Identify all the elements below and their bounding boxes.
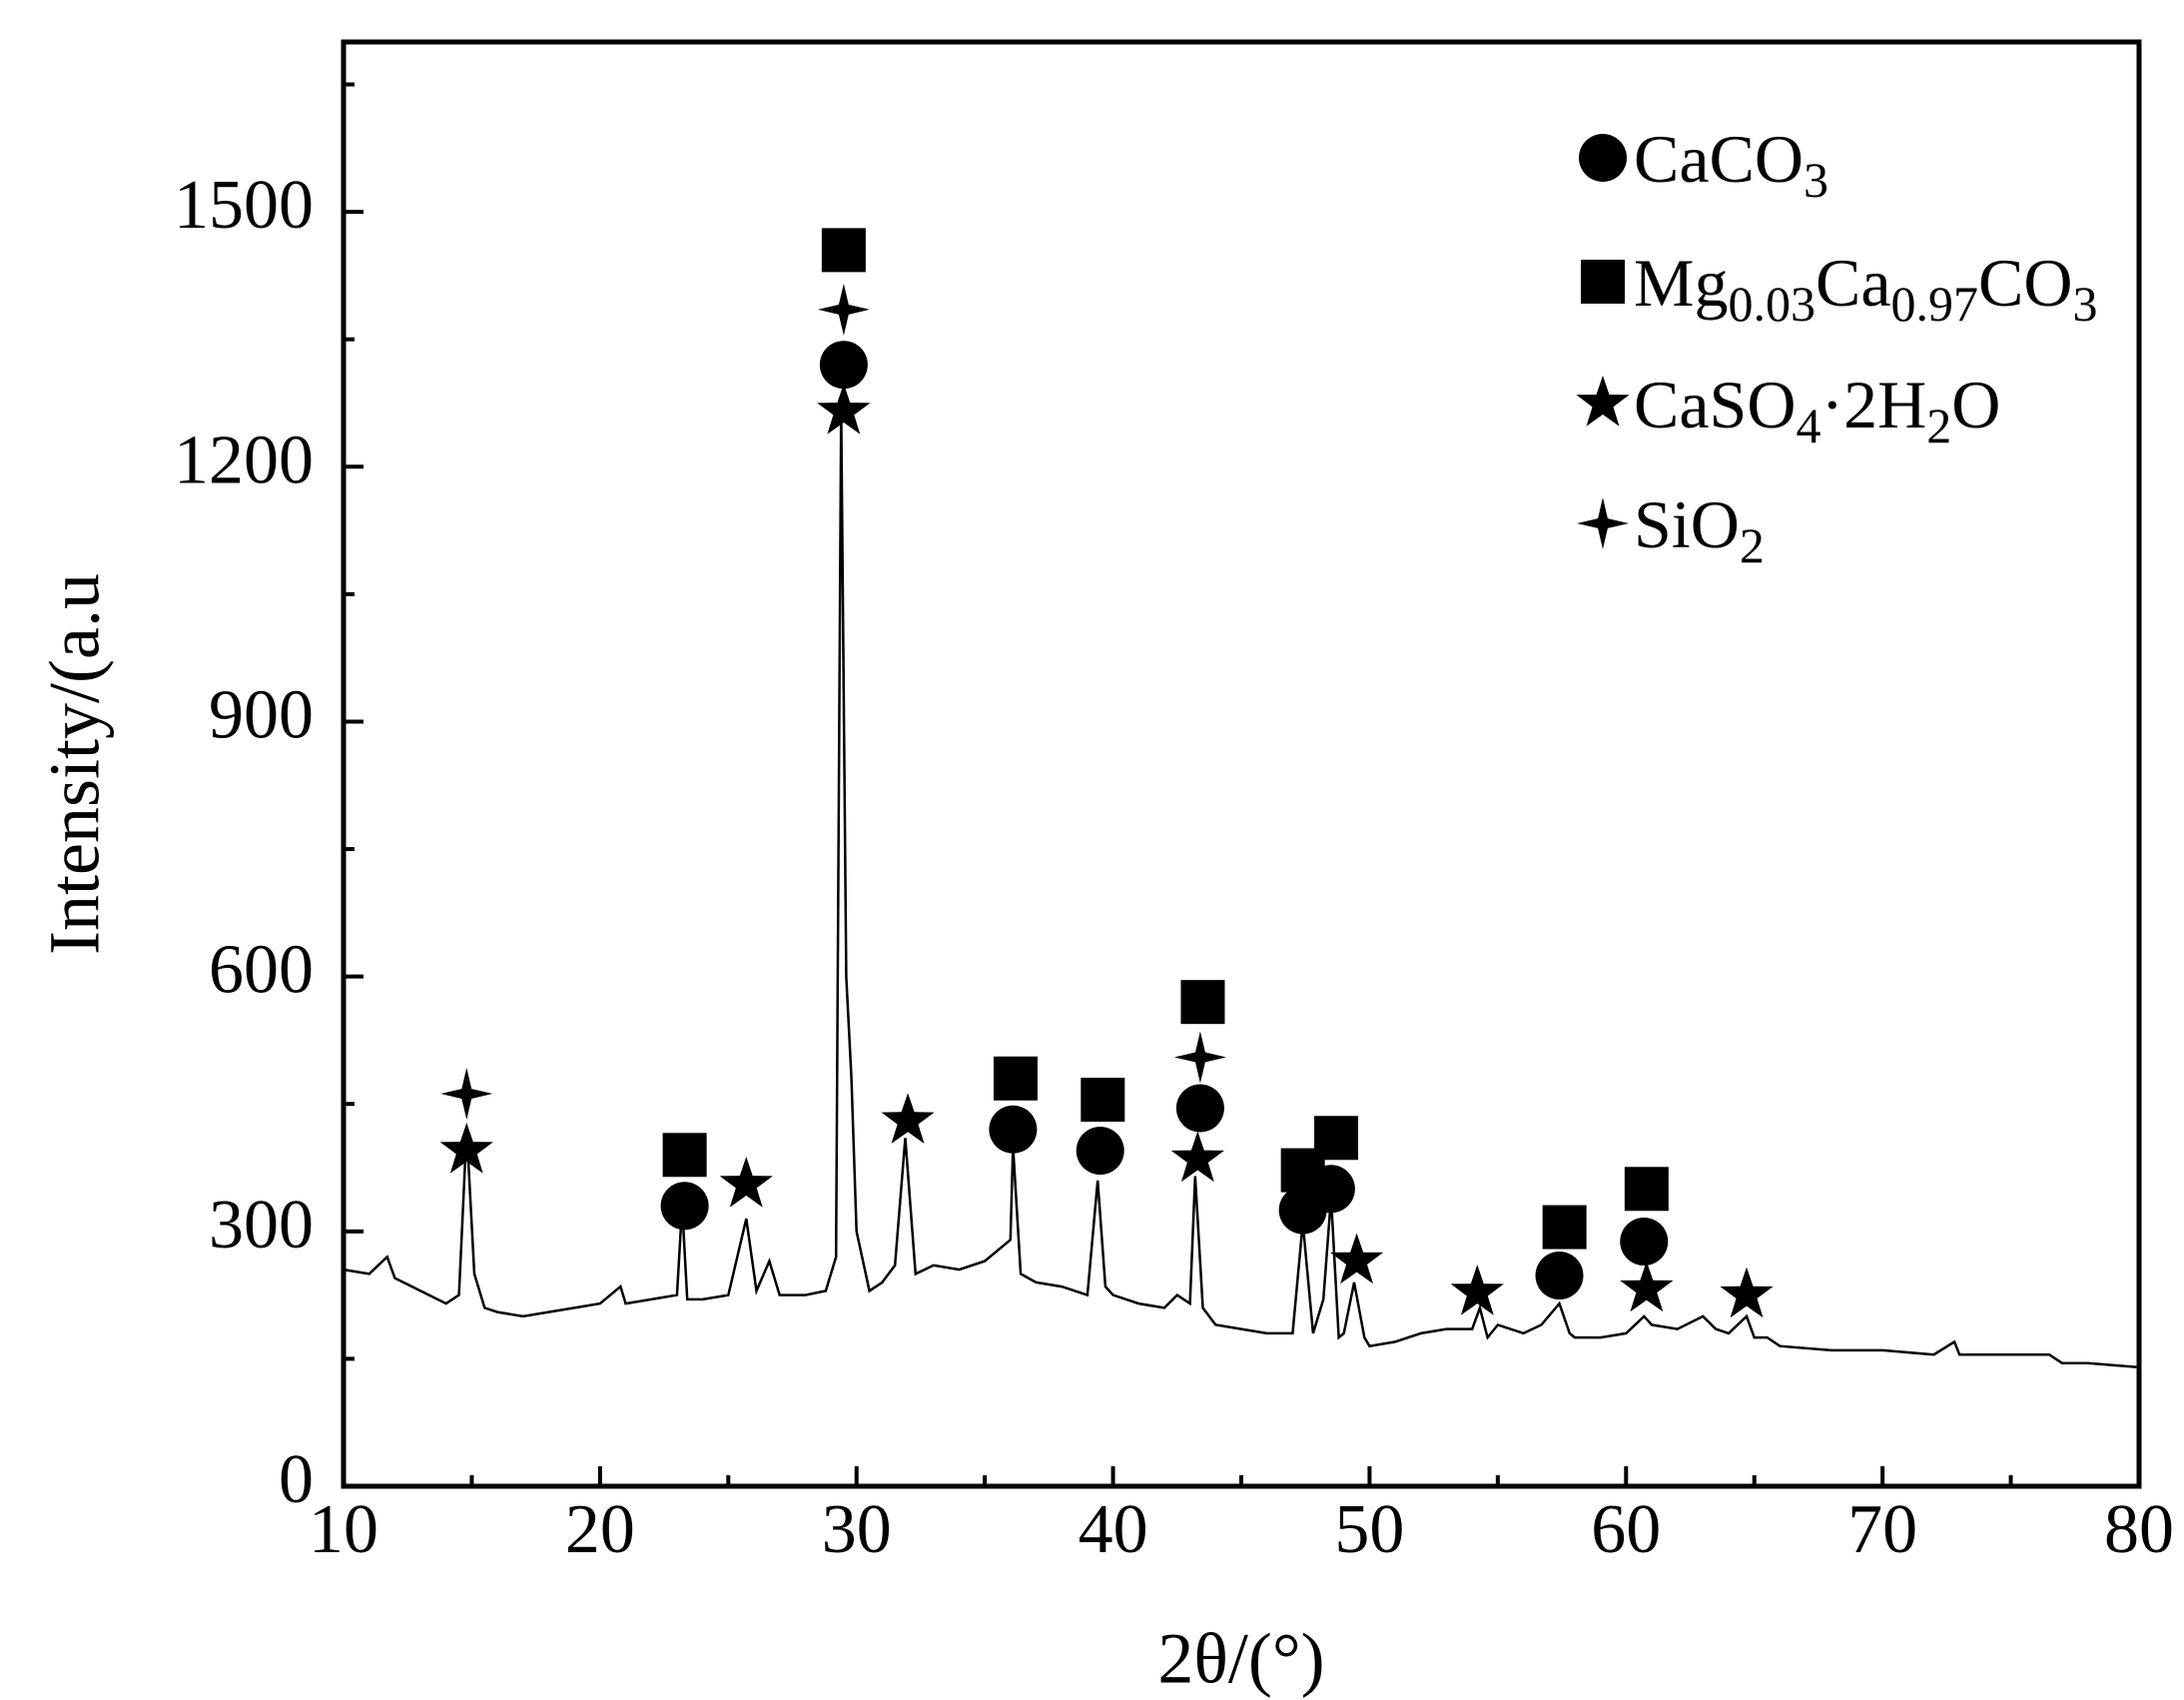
marker-square [1314,1116,1359,1161]
marker-circle [989,1105,1038,1154]
legend-subscript: 4 [1796,398,1820,453]
y-axis-label: Intensity/(a.u [35,573,115,955]
legend-text: SiO [1634,486,1740,562]
x-tick-label: 70 [1847,1491,1917,1568]
x-tick-label: 20 [565,1491,635,1568]
marker-star [1330,1233,1384,1284]
y-tick-label: 0 [279,1441,314,1518]
legend-text: Ca [1816,245,1891,321]
marker-star [817,384,871,434]
x-tick-label: 50 [1334,1491,1404,1568]
x-tick-label: 30 [822,1491,892,1568]
legend-text: ·2H [1820,367,1926,442]
legend-label: CaCO3 [1634,121,1828,208]
x-tick-label: 10 [309,1491,378,1568]
legend-text: CO [1978,245,2072,321]
marker-star [1170,1131,1224,1183]
marker-circle [819,341,868,390]
marker-star [719,1157,773,1208]
pattern-line [343,407,2140,1369]
marker-star4 [817,283,870,336]
x-tick-label: 60 [1591,1491,1661,1568]
x-tick-label: 80 [2104,1491,2174,1568]
y-tick-label: 300 [209,1187,314,1264]
legend-subscript: 0.97 [1891,276,1979,332]
marker-circle [1620,1218,1669,1267]
y-tick-label: 900 [209,677,314,754]
legend-marker [1579,134,1627,182]
marker-square [993,1056,1038,1101]
legend-subscript: 3 [2072,276,2097,332]
legend-label: CaSO4·2H2O [1634,367,2000,453]
legend-subscript: 0.03 [1728,276,1816,332]
marker-square [662,1133,707,1178]
marker-star [881,1093,935,1144]
marker-square [1081,1077,1125,1122]
marker-square [1180,980,1225,1025]
x-axis-label: 2θ/(°) [1157,1619,1324,1699]
plot-frame [341,39,2142,1489]
y-tick-label: 600 [209,932,314,1009]
legend-subscript: 2 [1740,517,1765,573]
x-tick-label: 40 [1079,1491,1148,1568]
y-tick-label: 1500 [174,167,314,244]
marker-star [1620,1261,1674,1312]
legend-label: Mg0.03Ca0.97CO3 [1634,245,2097,332]
marker-circle [660,1182,709,1231]
marker-square [821,228,866,273]
legend-marker [1576,376,1630,426]
marker-circle [1175,1084,1224,1133]
legend-label: SiO2 [1634,486,1765,573]
marker-circle [1535,1252,1584,1300]
legend-subscript: 2 [1926,398,1951,453]
y-tick-label: 1200 [174,422,314,498]
marker-star [1450,1265,1504,1315]
marker-square [1542,1205,1587,1250]
legend-marker [1581,260,1625,304]
legend-text: CaCO [1634,121,1804,197]
legend-text: O [1951,367,2000,442]
marker-square [1624,1167,1669,1212]
legend-subscript: 3 [1804,152,1828,208]
legend-text: CaSO [1634,367,1796,442]
legend-text: Mg [1634,245,1728,321]
marker-star4 [1173,1031,1226,1084]
marker-star [439,1123,493,1174]
marker-circle [1076,1127,1124,1176]
legend-marker [1577,497,1629,549]
marker-star [1720,1267,1774,1318]
marker-star4 [440,1068,493,1120]
